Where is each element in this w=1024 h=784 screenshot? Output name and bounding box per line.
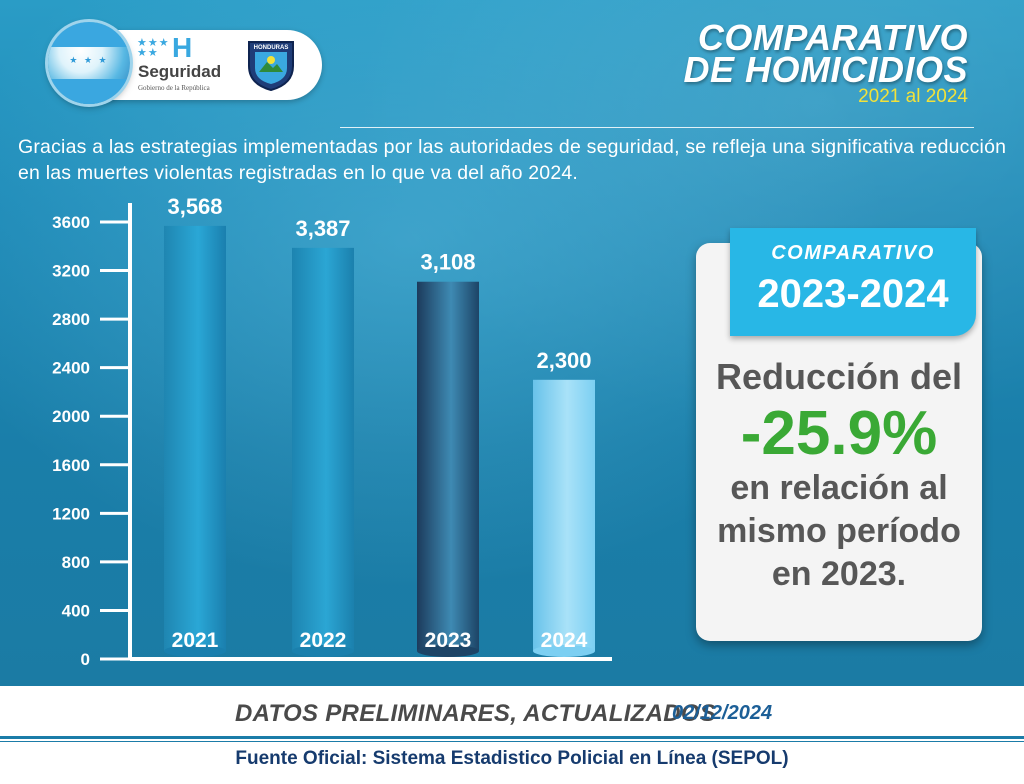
x-tick-label-2021: 2021 [172,629,219,652]
update-date: 02/12/2024 [672,702,773,724]
y-tick-label: 1200 [52,504,90,523]
title-years: 2021 al 2024 [858,86,968,107]
comparison-text: Reducción del -25.9% en relación al mism… [696,355,982,596]
brand-name: Seguridad [138,62,222,81]
page-title: COMPARATIVO [697,17,968,58]
comparison-badge: COMPARATIVO 2023-2024 [730,228,976,336]
infographic-panel: ★ ★ ★ ★★★ ★★ H Seguridad Gobierno de la … [0,0,1024,686]
bar-base-2023 [417,645,479,657]
title-divider [340,127,974,128]
x-tick-label-2023: 2023 [425,629,472,652]
police-shield-icon: HONDURAS [248,41,294,92]
bar-2022 [292,247,354,651]
brand-letter: H [172,32,193,63]
y-tick-label: 2800 [52,310,90,329]
y-tick-label: 0 [81,650,90,669]
bar-base-2022 [292,645,354,657]
bar-2024 [533,379,595,651]
comparison-line-4: en 2023. [771,555,907,593]
comparison-line-3: mismo período [717,512,961,550]
y-tick-label: 3600 [52,213,90,232]
flag-stars-icon: ★ ★ ★ [69,55,109,65]
bar-2023 [417,281,479,651]
intro-paragraph: Gracias a las estrategias implementadas … [18,136,1007,184]
comparison-badge-title: COMPARATIVO [771,242,935,264]
homicides-bar-chart: 0 400 800 1200 1600 2000 2400 2800 3200 3600 3,56… [52,195,612,669]
flag-band-top [48,22,130,47]
bar-base-2021 [164,645,226,657]
y-tick-label: 400 [62,601,90,620]
honduras-flag-emblem-icon: ★ ★ ★ [48,22,130,104]
comparison-line-1: Reducción del [715,356,963,397]
y-tick-label: 3200 [52,262,90,281]
y-tick-label: 2400 [52,359,90,378]
x-tick-label-2022: 2022 [300,629,347,652]
flag-band-bottom [48,79,130,104]
official-source: Fuente Oficial: Sistema Estadistico Poli… [235,748,789,769]
x-tick-label-2024: 2024 [541,629,588,652]
value-label-2022: 3,387 [295,216,350,241]
bar-base-2024 [533,645,595,657]
y-tick-label: 800 [62,553,90,572]
footer-divider-thin [0,741,1024,742]
value-label-2021: 3,568 [167,195,222,219]
brand-stars-icon: ★★★ ★★ [137,37,170,59]
y-tick-label: 2000 [52,407,90,426]
value-label-2023: 3,108 [420,250,475,275]
brand-subtitle: Gobierno de la República [138,84,210,92]
comparison-line-2: en relación al [730,469,948,507]
police-badge-text: HONDURAS [254,45,289,51]
y-tick-label: 1600 [52,456,90,475]
footer-divider [0,736,1024,739]
reduction-percent: -25.9% [740,399,938,468]
bar-2021 [164,225,226,651]
value-label-2024: 2,300 [536,348,591,373]
preliminary-data-note: DATOS PRELIMINARES, ACTUALIZADOS [235,700,717,727]
page-title-line-2: DE HOMICIDIOS [683,49,968,90]
comparison-badge-years: 2023-2024 [757,272,949,316]
